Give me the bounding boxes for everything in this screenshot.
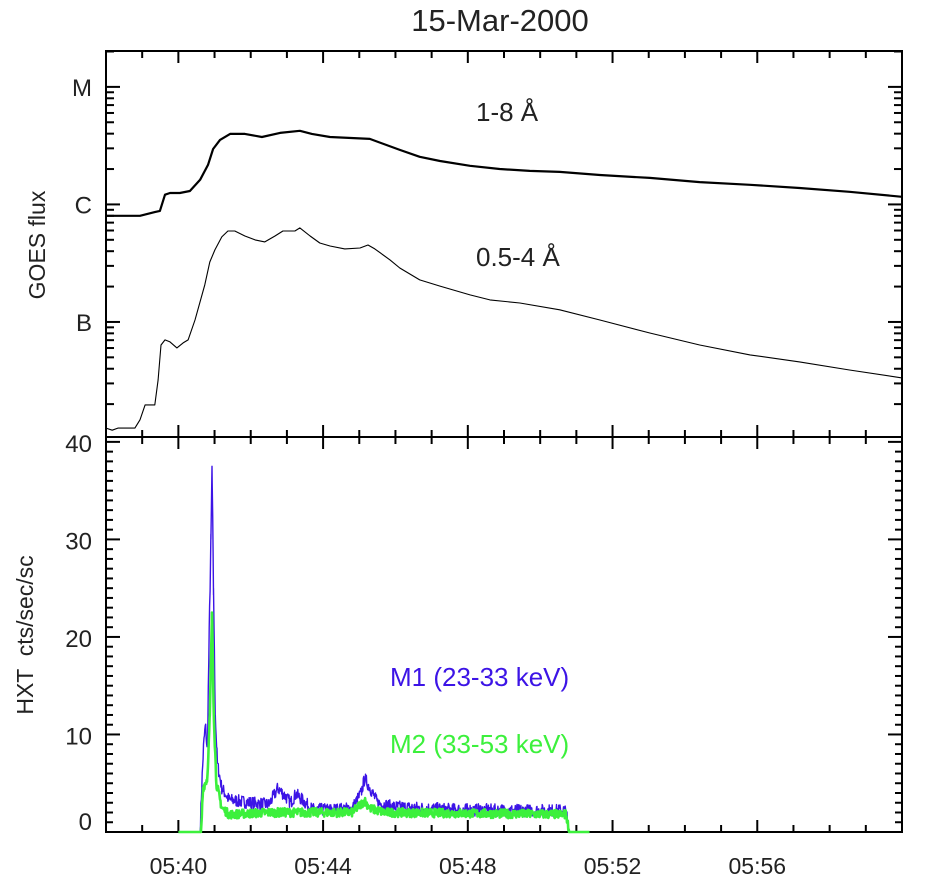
- y-tick-label: 20: [65, 626, 92, 653]
- y-tick-label: 30: [65, 528, 92, 555]
- x-tick-label: 05:44: [294, 853, 352, 879]
- hxt-panel: 05:40 05:44 05:48 05:52 05:56 0 10 20 30 40: [65, 425, 903, 879]
- goes-1-8A-curve: [106, 129, 903, 217]
- y-tick-label-goes-class: C: [75, 192, 92, 219]
- chart-title: 15-Mar-2000: [411, 3, 588, 38]
- hxt-y-axis-label: HXT cts/sec/sc: [12, 555, 38, 714]
- x-tick-label: 05:48: [439, 853, 497, 879]
- legend-0.5-4A: 0.5-4 Å: [476, 242, 560, 272]
- legend-m1: M1 (23-33 keV): [390, 662, 569, 692]
- y-tick-label-goes-class: B: [76, 310, 92, 337]
- legend-m2: M2 (33-53 keV): [390, 729, 569, 759]
- x-tick-label: 05:40: [150, 853, 208, 879]
- goes-y-axis-label: GOES flux: [24, 190, 50, 299]
- goes-0.5-4A-curve: [105, 227, 903, 431]
- hxt-plot-frame: [105, 436, 903, 833]
- hxt-m2-curve: [177, 611, 591, 834]
- y-tick-label: 0: [79, 809, 92, 836]
- y-tick-label: 40: [65, 431, 92, 458]
- x-tick-label: 05:52: [584, 853, 642, 879]
- x-tick-label: 05:56: [728, 853, 786, 879]
- y-tick-label: 10: [65, 723, 92, 750]
- y-tick-label-goes-class: M: [72, 75, 92, 102]
- hxt-m1-curve: [178, 465, 590, 833]
- legend-1-8A: 1-8 Å: [476, 97, 539, 127]
